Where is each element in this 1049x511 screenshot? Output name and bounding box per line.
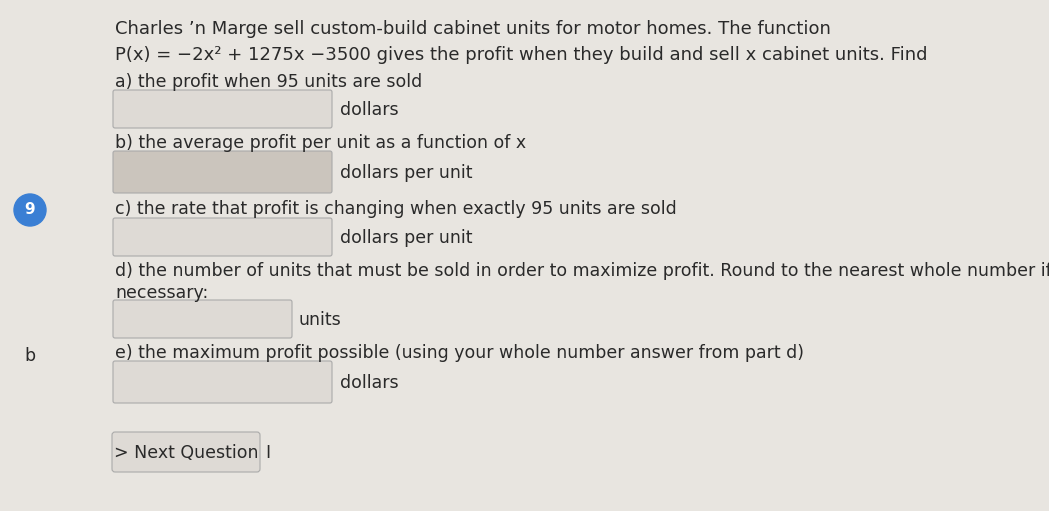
- Text: dollars: dollars: [340, 101, 399, 119]
- Text: 9: 9: [25, 202, 36, 218]
- FancyBboxPatch shape: [112, 432, 260, 472]
- Text: I: I: [265, 444, 271, 462]
- Text: necessary:: necessary:: [115, 284, 209, 302]
- FancyBboxPatch shape: [113, 90, 331, 128]
- Text: d) the number of units that must be sold in order to maximize profit. Round to t: d) the number of units that must be sold…: [115, 262, 1049, 280]
- Text: dollars per unit: dollars per unit: [340, 229, 472, 247]
- FancyBboxPatch shape: [113, 361, 331, 403]
- Text: c) the rate that profit is changing when exactly 95 units are sold: c) the rate that profit is changing when…: [115, 200, 677, 218]
- Text: a) the profit when 95 units are sold: a) the profit when 95 units are sold: [115, 73, 423, 91]
- Text: > Next Question: > Next Question: [113, 444, 258, 462]
- Text: Charles ’n Marge sell custom-build cabinet units for motor homes. The function: Charles ’n Marge sell custom-build cabin…: [115, 20, 831, 38]
- Text: dollars: dollars: [340, 374, 399, 392]
- FancyBboxPatch shape: [113, 218, 331, 256]
- Text: dollars per unit: dollars per unit: [340, 164, 472, 182]
- Text: b: b: [24, 347, 36, 365]
- Text: P(x) = −2x² + 1275x −3500 gives the profit when they build and sell x cabinet un: P(x) = −2x² + 1275x −3500 gives the prof…: [115, 46, 927, 64]
- Text: units: units: [298, 311, 341, 329]
- FancyBboxPatch shape: [113, 151, 331, 193]
- Text: e) the maximum profit possible (using your whole number answer from part d): e) the maximum profit possible (using yo…: [115, 344, 804, 362]
- FancyBboxPatch shape: [113, 300, 292, 338]
- Text: b) the average profit per unit as a function of x: b) the average profit per unit as a func…: [115, 134, 527, 152]
- Circle shape: [14, 194, 46, 226]
